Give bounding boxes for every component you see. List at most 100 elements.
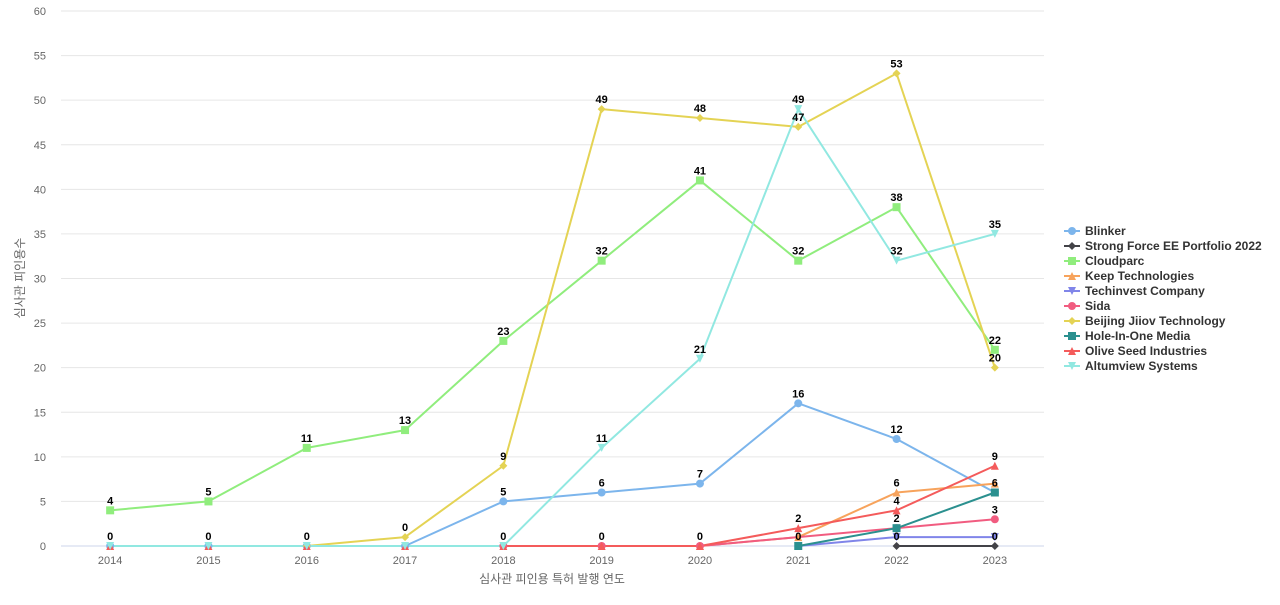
data-point-marker bbox=[499, 497, 508, 506]
data-point-marker bbox=[892, 203, 901, 212]
data-point-marker bbox=[1068, 332, 1076, 340]
legend-item: Techinvest Company bbox=[1064, 284, 1205, 298]
data-label: 35 bbox=[989, 219, 1001, 231]
data-label: 23 bbox=[497, 326, 509, 338]
data-point-marker bbox=[302, 443, 311, 452]
y-tick-label: 0 bbox=[40, 541, 46, 553]
data-point-marker bbox=[1068, 347, 1076, 355]
x-tick-label: 2023 bbox=[983, 555, 1007, 567]
data-point-marker bbox=[695, 479, 704, 488]
legend-item: Altumview Systems bbox=[1064, 359, 1198, 373]
y-tick-label: 10 bbox=[34, 452, 46, 464]
legend-label: Hole-In-One Media bbox=[1085, 329, 1191, 343]
data-point-marker bbox=[1068, 272, 1076, 280]
x-tick-label: 2018 bbox=[491, 555, 515, 567]
data-point-marker bbox=[794, 533, 803, 542]
data-label: 32 bbox=[890, 246, 902, 258]
data-label: 0 bbox=[992, 531, 998, 543]
y-tick-label: 25 bbox=[34, 318, 46, 330]
data-label: 7 bbox=[697, 469, 703, 481]
data-point-marker bbox=[990, 488, 999, 497]
y-tick-label: 60 bbox=[34, 6, 46, 18]
data-label: 5 bbox=[500, 486, 506, 498]
data-label: 12 bbox=[890, 424, 902, 436]
data-label: 0 bbox=[795, 531, 801, 543]
data-point-marker bbox=[892, 542, 901, 550]
data-point-marker bbox=[1068, 287, 1076, 295]
data-point-marker bbox=[401, 542, 410, 550]
y-tick-label: 35 bbox=[34, 229, 46, 241]
series-line bbox=[109, 402, 996, 547]
legend-item: Strong Force EE Portfolio 2022 bbox=[1064, 239, 1262, 253]
data-point-marker bbox=[794, 399, 803, 408]
y-axis-title: 심사관 피인용수 bbox=[13, 238, 27, 319]
data-label: 0 bbox=[402, 522, 408, 534]
legend-item: Blinker bbox=[1064, 224, 1126, 238]
data-label: 0 bbox=[697, 531, 703, 543]
legend-label: Strong Force EE Portfolio 2022 bbox=[1085, 239, 1262, 253]
x-tick-label: 2022 bbox=[884, 555, 908, 567]
legend-label: Altumview Systems bbox=[1085, 359, 1198, 373]
data-label: 0 bbox=[893, 531, 899, 543]
data-point-marker bbox=[499, 461, 508, 470]
data-label: 11 bbox=[596, 433, 608, 445]
data-label: 32 bbox=[792, 246, 804, 258]
data-point-marker bbox=[1068, 362, 1076, 370]
x-axis-title: 심사관 피인용 특허 발행 연도 bbox=[479, 571, 625, 586]
y-tick-label: 30 bbox=[34, 274, 46, 286]
data-point-marker bbox=[892, 488, 901, 497]
data-label: 4 bbox=[893, 495, 900, 507]
data-label: 0 bbox=[205, 531, 211, 543]
series-line bbox=[502, 518, 996, 547]
data-point-marker bbox=[990, 461, 999, 470]
data-point-marker bbox=[1068, 227, 1076, 235]
data-point-marker bbox=[1068, 257, 1076, 265]
data-label: 48 bbox=[694, 103, 706, 115]
data-point-marker bbox=[1068, 302, 1076, 310]
data-label: 47 bbox=[792, 112, 804, 124]
data-label: 2 bbox=[893, 513, 899, 525]
data-label: 0 bbox=[107, 531, 113, 543]
data-point-marker bbox=[106, 542, 115, 550]
x-tick-label: 2017 bbox=[393, 555, 417, 567]
data-point-marker bbox=[794, 256, 803, 265]
data-point-marker bbox=[1068, 242, 1076, 250]
data-point-marker bbox=[695, 176, 704, 185]
data-label: 21 bbox=[694, 344, 706, 356]
series-markers bbox=[106, 69, 999, 550]
data-label: 16 bbox=[792, 388, 804, 400]
legend-item: Cloudparc bbox=[1064, 254, 1145, 268]
data-point-marker bbox=[990, 533, 999, 542]
legend-label: Sida bbox=[1085, 299, 1111, 313]
data-point-marker bbox=[794, 122, 803, 131]
x-tick-label: 2021 bbox=[786, 555, 810, 567]
data-label: 11 bbox=[301, 433, 313, 445]
data-point-marker bbox=[695, 114, 704, 122]
data-label: 20 bbox=[989, 353, 1001, 365]
series-line bbox=[109, 179, 996, 512]
series-line bbox=[305, 72, 996, 547]
data-label: 38 bbox=[890, 192, 902, 204]
legend-label: Techinvest Company bbox=[1085, 284, 1205, 298]
data-point-marker bbox=[695, 542, 704, 550]
legend-item: Sida bbox=[1064, 299, 1111, 313]
data-point-marker bbox=[499, 542, 508, 550]
data-label: 2 bbox=[795, 513, 801, 525]
data-label: 49 bbox=[792, 94, 804, 106]
data-point-marker bbox=[204, 497, 213, 506]
data-label: 6 bbox=[599, 478, 605, 490]
y-tick-label: 55 bbox=[34, 51, 46, 63]
data-label: 4 bbox=[107, 495, 114, 507]
data-point-marker bbox=[990, 479, 999, 488]
legend-item: Beijing Jiiov Technology bbox=[1064, 314, 1226, 328]
legend-item: Hole-In-One Media bbox=[1064, 329, 1191, 343]
y-tick-label: 5 bbox=[40, 496, 46, 508]
y-tick-label: 20 bbox=[34, 363, 46, 375]
data-point-marker bbox=[499, 336, 508, 345]
data-label: 9 bbox=[992, 451, 998, 463]
data-label: 22 bbox=[989, 335, 1001, 347]
data-label: 5 bbox=[205, 486, 211, 498]
legend-item: Keep Technologies bbox=[1064, 269, 1194, 283]
